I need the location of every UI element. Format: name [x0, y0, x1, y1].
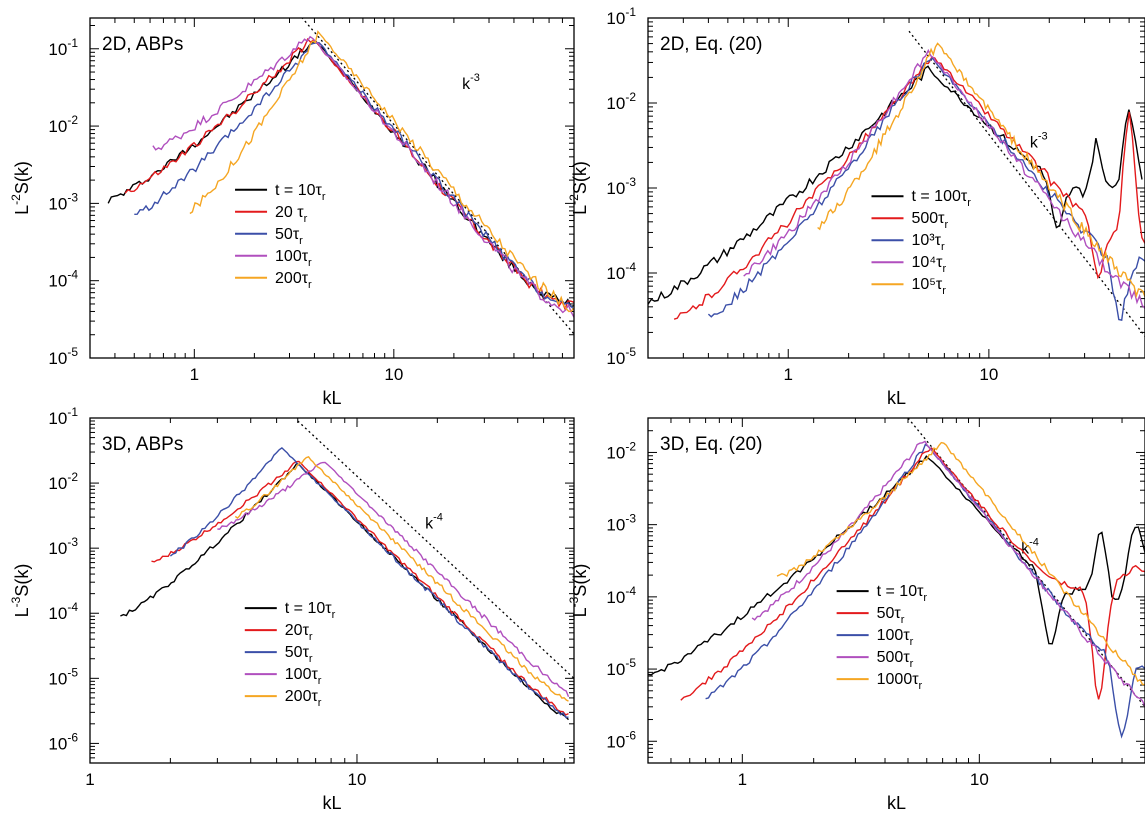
panel-p2: 1 10 10-5 10-4 10-3 10-2 10-1 kL L-2S(k) 2D, Eq. … — [567, 5, 1145, 408]
y-tick-label: 10-6 — [606, 728, 636, 751]
slope-guide-line — [297, 420, 574, 679]
legend-entry: 200τr — [275, 270, 312, 291]
x-tick-label: 1 — [85, 770, 94, 789]
legend-entry: 50τr — [275, 226, 303, 247]
legend-entry: t = 100τr — [911, 188, 971, 209]
series-line-orange — [234, 455, 569, 702]
y-tick-label: 10-3 — [48, 535, 78, 558]
x-axis-label: kL — [887, 388, 906, 408]
y-tick-label: 10-2 — [606, 439, 636, 462]
x-axis-label: kL — [322, 793, 341, 813]
y-tick-label: 10-1 — [606, 5, 636, 28]
x-tick-label: 1 — [738, 770, 747, 789]
legend-entry: 10⁵τr — [911, 276, 946, 297]
panel-p3: 1 10 10-6 10-5 10-4 10-3 10-2 10-1 kL L-3S(k) 3D, … — [9, 405, 575, 813]
series-line-purple — [217, 461, 570, 698]
panel-label: 2D, ABPs — [102, 34, 183, 55]
legend-entry: 10³τr — [911, 232, 944, 253]
plot-frame — [647, 417, 1145, 764]
series-line-blue — [134, 41, 574, 311]
legend-entry: 500τr — [911, 210, 948, 231]
x-tick-label: 10 — [348, 770, 367, 789]
legend-entry: 10⁴τr — [911, 254, 946, 275]
y-tick-label: 10-3 — [48, 190, 78, 213]
y-tick-label: 10-4 — [48, 268, 78, 291]
series-line-blue — [705, 443, 1145, 739]
panel-label: 3D, Eq. (20) — [660, 434, 762, 455]
series-line-black — [107, 40, 574, 308]
y-tick-label: 10-2 — [48, 470, 78, 493]
series-line-purple — [743, 48, 1145, 309]
panel-p1: 1 10 10-5 10-4 10-3 10-2 10-1 kL L-2S(k) 2D, ABPs… — [9, 17, 575, 408]
x-axis-label: kL — [887, 793, 906, 813]
legend-entry: 20 τr — [275, 204, 308, 225]
legend-entry: t = 10τr — [877, 583, 928, 604]
y-axis-label: L-3S(k) — [567, 564, 590, 618]
y-tick-label: 10-4 — [606, 584, 636, 607]
y-tick-label: 10-5 — [48, 665, 78, 688]
panel-p4: 1 10 10-6 10-5 10-4 10-3 10-2 kL L-3S(k) 3D, Eq. … — [567, 417, 1145, 813]
legend-entry: t = 10τr — [275, 182, 326, 203]
legend-entry: 500τr — [877, 649, 914, 670]
x-tick-label: 10 — [384, 365, 403, 384]
y-tick-label: 10-3 — [606, 175, 636, 198]
slope-label: k-4 — [425, 512, 443, 533]
y-tick-label: 10-1 — [48, 36, 78, 59]
plot-frame — [647, 17, 1145, 359]
legend-entry: 100τr — [285, 666, 322, 687]
x-axis-label: kL — [322, 388, 341, 408]
series-line-blue — [169, 446, 569, 719]
y-tick-label: 10-2 — [606, 90, 636, 113]
legend-entry: 1000τr — [877, 671, 923, 692]
slope-guide-line — [908, 30, 1145, 337]
series-line-orange — [189, 30, 574, 313]
slope-label: k-4 — [1021, 536, 1039, 557]
y-tick-label: 10-6 — [48, 730, 78, 753]
y-tick-label: 10-4 — [606, 260, 636, 283]
series-line-orange — [776, 441, 1145, 686]
y-tick-label: 10-5 — [606, 656, 636, 679]
series-line-orange — [817, 42, 1145, 299]
series-line-purple — [152, 35, 574, 318]
y-axis-label: L-2S(k) — [567, 161, 590, 215]
legend-entry: 50τr — [877, 605, 905, 626]
y-tick-label: 10-4 — [48, 600, 78, 623]
plot-frame — [89, 417, 575, 764]
series-line-red — [151, 460, 569, 716]
y-tick-label: 10-3 — [606, 512, 636, 535]
series-line-purple — [751, 440, 1145, 707]
y-tick-label: 10-5 — [606, 345, 636, 368]
y-tick-label: 10-1 — [48, 405, 78, 428]
legend-entry: 100τr — [877, 627, 914, 648]
y-tick-label: 10-2 — [48, 113, 78, 136]
y-axis-label: L-2S(k) — [9, 161, 32, 215]
legend-entry: 100τr — [275, 248, 312, 269]
series-line-red — [673, 57, 1145, 320]
y-axis-label: L-3S(k) — [9, 564, 32, 618]
x-tick-label: 10 — [979, 365, 998, 384]
x-tick-label: 1 — [190, 365, 199, 384]
slope-label: k-3 — [462, 72, 480, 93]
panel-label: 2D, Eq. (20) — [660, 34, 762, 55]
x-tick-label: 1 — [784, 365, 793, 384]
plot-frame — [89, 17, 575, 359]
y-tick-label: 10-5 — [48, 345, 78, 368]
legend-entry: t = 10τr — [285, 600, 336, 621]
series-line-red — [680, 446, 1145, 701]
x-tick-label: 10 — [970, 770, 989, 789]
series-line-red — [124, 37, 574, 311]
legend-entry: 50τr — [285, 644, 313, 665]
panel-label: 3D, ABPs — [102, 434, 183, 455]
slope-label: k-3 — [1030, 130, 1048, 151]
series-line-black — [120, 462, 570, 721]
legend-entry: 20τr — [285, 622, 313, 643]
legend-entry: 200τr — [285, 688, 322, 709]
